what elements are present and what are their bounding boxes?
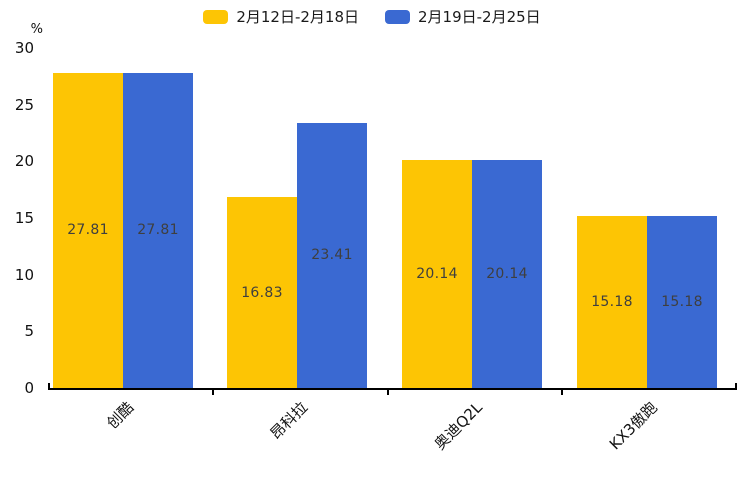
bar-value-label: 27.81 (137, 222, 179, 239)
y-axis-tick-label: 25 (14, 95, 34, 114)
bar-value-label: 20.14 (486, 265, 528, 282)
y-axis-tick-label: 15 (14, 209, 34, 227)
legend-label-week2: 2月19日-2月25日 (418, 8, 541, 26)
bar-week1[interactable]: 15.18 (577, 215, 647, 388)
legend-label-week1: 2月12日-2月18日 (236, 8, 359, 26)
legend-item-week2[interactable]: 2月19日-2月25日 (385, 6, 541, 27)
x-axis-tick (48, 383, 50, 388)
bar-week1[interactable]: 27.81 (53, 72, 123, 388)
bar-value-label: 27.81 (67, 222, 109, 239)
bar-week2[interactable]: 15.18 (647, 215, 717, 388)
bar-week2[interactable]: 27.81 (123, 72, 193, 388)
bar-value-label: 20.14 (416, 265, 458, 282)
y-axis-tick-label: 10 (14, 265, 34, 284)
bar-value-label: 15.18 (591, 293, 633, 310)
x-axis-category-label: 创酷 (103, 398, 138, 433)
y-axis-tick-label: 30 (14, 39, 34, 57)
legend-swatch-blue (385, 9, 410, 24)
bar-value-label: 15.18 (661, 293, 703, 310)
y-axis-tick-label: 5 (24, 322, 34, 341)
x-axis-line (48, 388, 737, 390)
x-axis-category-label: 昂科拉 (266, 398, 312, 443)
y-axis-unit-label: % (30, 22, 43, 37)
bar-week2[interactable]: 20.14 (472, 159, 542, 388)
legend-item-week1[interactable]: 2月12日-2月18日 (203, 6, 359, 27)
x-axis-category-label: 奥迪Q2L (431, 398, 487, 454)
x-axis-tick (561, 390, 563, 395)
bar-week2[interactable]: 23.41 (297, 122, 367, 388)
x-axis-category-label: KX3傲跑 (606, 398, 662, 454)
bar-value-label: 23.41 (311, 247, 353, 264)
chart-legend: 2月12日-2月18日 2月19日-2月25日 (0, 6, 744, 27)
bar-week1[interactable]: 16.83 (227, 197, 297, 388)
y-axis-tick-label: 0 (24, 379, 34, 397)
x-axis-tick (735, 383, 737, 388)
bar-week1[interactable]: 20.14 (402, 159, 472, 388)
y-axis-tick-label: 20 (14, 152, 34, 171)
x-axis-tick (212, 390, 214, 395)
x-axis-tick (387, 390, 389, 395)
legend-swatch-yellow (203, 9, 229, 24)
bar-value-label: 16.83 (241, 284, 283, 301)
